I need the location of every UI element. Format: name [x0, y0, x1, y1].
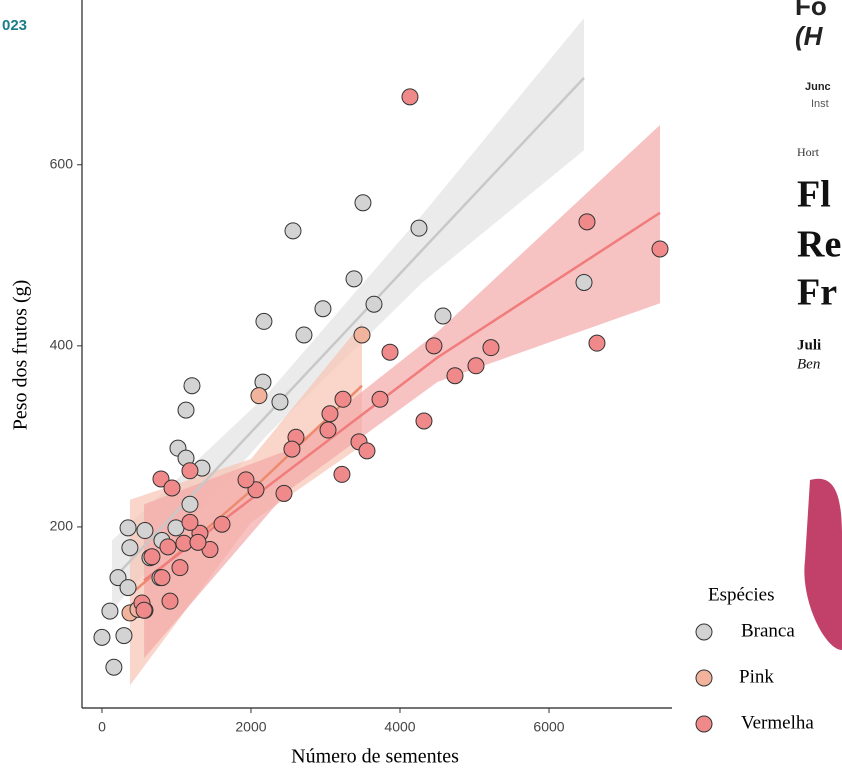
x-tick-label: 6000: [533, 719, 564, 735]
data-point: [106, 659, 122, 675]
legend-swatch: [696, 624, 712, 640]
data-point: [334, 466, 350, 482]
data-point: [102, 603, 118, 619]
data-point: [335, 391, 351, 407]
legend-title: Espécies: [708, 584, 774, 605]
legend-label: Vermelha: [741, 712, 814, 733]
x-tick-label: 4000: [384, 719, 415, 735]
data-point: [447, 368, 463, 384]
data-point: [182, 496, 198, 512]
data-point: [182, 514, 198, 530]
data-point: [346, 271, 362, 287]
y-tick-label: 600: [50, 155, 74, 171]
data-point: [315, 301, 331, 317]
data-point: [272, 394, 288, 410]
data-point: [251, 388, 267, 404]
data-point: [238, 472, 254, 488]
confidence-band: [144, 125, 660, 658]
y-axis-label: Peso dos frutos (g): [10, 280, 32, 431]
data-point: [184, 378, 200, 394]
y-tick-label: 400: [50, 337, 74, 353]
page: 023 Fo(H Junc Inst Hort Fl Re Fr Juli Ben 200 400 6…: [0, 0, 842, 770]
legend-label: Branca: [741, 620, 795, 641]
chart: 023 Fo(H Junc Inst Hort Fl Re Fr Juli Ben 200 400 6…: [0, 0, 842, 770]
data-point: [120, 520, 136, 536]
data-point: [172, 560, 188, 576]
data-point: [426, 338, 442, 354]
data-point: [120, 580, 136, 596]
data-point: [162, 593, 178, 609]
data-point: [468, 358, 484, 374]
document-text: Fr: [797, 272, 837, 314]
data-point: [160, 539, 176, 555]
fruit-image: [804, 479, 842, 650]
data-point: [322, 406, 338, 422]
data-point: [94, 629, 110, 645]
document-text: Re: [797, 224, 841, 266]
data-point: [122, 540, 138, 556]
data-point: [144, 549, 160, 565]
data-point: [354, 327, 370, 343]
document-text: (H: [795, 21, 824, 51]
legend-swatch: [696, 670, 712, 686]
x-tick-label: 2000: [235, 719, 266, 735]
data-point: [190, 534, 206, 550]
document-text: Junc: [805, 81, 831, 93]
document-text: Ben: [797, 356, 820, 372]
data-point: [116, 628, 132, 644]
data-point: [296, 327, 312, 343]
data-point: [366, 296, 382, 312]
data-point: [136, 602, 152, 618]
legend-swatch: [696, 716, 712, 732]
data-point: [382, 344, 398, 360]
data-point: [576, 274, 592, 290]
data-point: [359, 443, 375, 459]
data-point: [652, 241, 668, 257]
data-point: [256, 313, 272, 329]
x-axis-label: Número de sementes: [291, 746, 459, 768]
data-point: [137, 523, 153, 539]
y-tick-label: 200: [50, 518, 74, 534]
data-point: [154, 570, 170, 586]
document-text: Inst: [811, 98, 829, 110]
data-point: [178, 402, 194, 418]
data-point: [411, 220, 427, 236]
data-point: [372, 391, 388, 407]
data-point: [402, 89, 418, 105]
data-point: [355, 195, 371, 211]
data-point: [164, 480, 180, 496]
document-text: Fo: [795, 0, 827, 21]
data-point: [416, 413, 432, 429]
document-text: Fl: [797, 174, 831, 216]
data-point: [214, 516, 230, 532]
data-point: [284, 441, 300, 457]
data-point: [483, 340, 499, 356]
data-point: [320, 422, 336, 438]
document-text: 023: [2, 17, 27, 34]
legend-label: Pink: [739, 666, 774, 687]
data-point: [182, 463, 198, 479]
data-point: [589, 335, 605, 351]
document-text: Hort: [797, 145, 820, 159]
document-text: Juli: [797, 337, 821, 353]
data-point: [579, 214, 595, 230]
x-tick-label: 0: [98, 719, 106, 735]
data-point: [276, 485, 292, 501]
data-point: [285, 223, 301, 239]
data-point: [435, 308, 451, 324]
